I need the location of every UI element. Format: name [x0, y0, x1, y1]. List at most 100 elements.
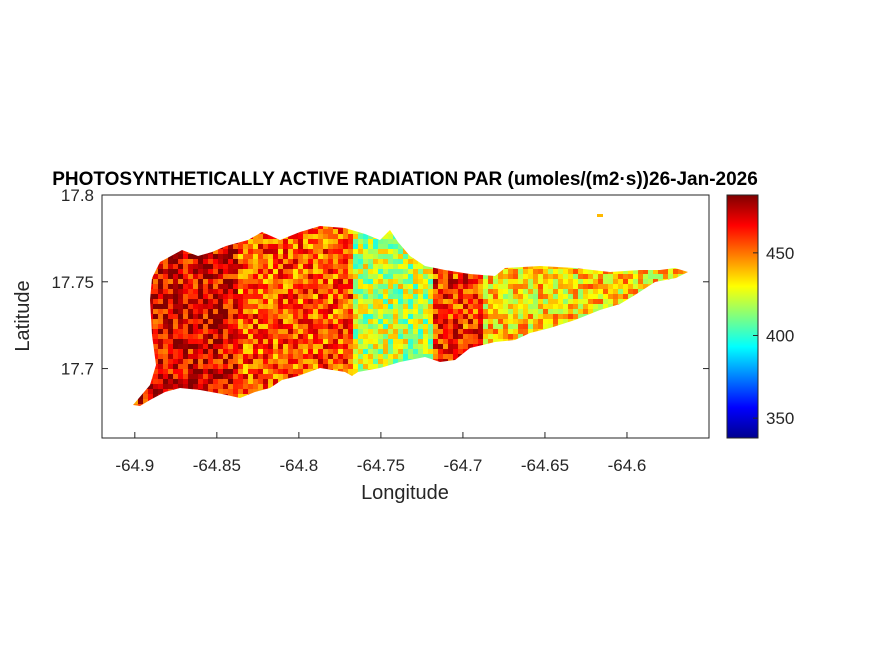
- heatmap-cell: [338, 309, 343, 314]
- heatmap-cell: [358, 239, 363, 244]
- heatmap-cell: [548, 274, 553, 279]
- heatmap-cell: [183, 294, 188, 299]
- heatmap-cell: [503, 309, 508, 314]
- heatmap-cell: [313, 359, 318, 364]
- heatmap-cell: [253, 234, 258, 239]
- heatmap-cell: [508, 269, 513, 274]
- heatmap-cell: [328, 254, 333, 259]
- heatmap-cell: [338, 354, 343, 359]
- heatmap-cell: [558, 319, 563, 324]
- heatmap-cell: [288, 269, 293, 274]
- heatmap-cell: [448, 269, 453, 274]
- heatmap-cell: [478, 289, 483, 294]
- heatmap-cell: [493, 334, 498, 339]
- heatmap-cell: [243, 264, 248, 269]
- heatmap-cell: [403, 274, 408, 279]
- heatmap-cell: [553, 269, 558, 274]
- heatmap-cell: [378, 254, 383, 259]
- heatmap-cell: [338, 234, 343, 239]
- heatmap-cell: [168, 344, 173, 349]
- heatmap-cell: [208, 304, 213, 309]
- heatmap-cell: [323, 364, 328, 369]
- heatmap-cell: [273, 379, 278, 384]
- heatmap-cell: [408, 259, 413, 264]
- heatmap-cell: [173, 329, 178, 334]
- heatmap-cell: [333, 359, 338, 364]
- heatmap-cell: [168, 354, 173, 359]
- heatmap-cell: [313, 269, 318, 274]
- heatmap-cell: [268, 304, 273, 309]
- heatmap-cell: [198, 254, 203, 259]
- heatmap-cell: [218, 369, 223, 374]
- heatmap-cell: [338, 249, 343, 254]
- heatmap-cell: [343, 314, 348, 319]
- heatmap-cell: [293, 334, 298, 339]
- heatmap-cell: [288, 374, 293, 379]
- heatmap-cell: [458, 304, 463, 309]
- heatmap-cell: [298, 264, 303, 269]
- heatmap-cell: [568, 279, 573, 284]
- heatmap-cell: [268, 364, 273, 369]
- heatmap-cell: [548, 309, 553, 314]
- heatmap-cell: [323, 354, 328, 359]
- heatmap-cell: [388, 309, 393, 314]
- heatmap-cell: [218, 254, 223, 259]
- heatmap-cell: [473, 299, 478, 304]
- heatmap-cell: [558, 269, 563, 274]
- heatmap-cell: [648, 274, 653, 279]
- heatmap-cell: [528, 309, 533, 314]
- heatmap-cell: [368, 259, 373, 264]
- heatmap-cell: [228, 384, 233, 389]
- heatmap-cell: [198, 334, 203, 339]
- heatmap-cell: [578, 314, 583, 319]
- heatmap-cell: [253, 374, 258, 379]
- heatmap-cell: [318, 364, 323, 369]
- heatmap-cell: [358, 329, 363, 334]
- heatmap-cell: [558, 289, 563, 294]
- heatmap-cell: [208, 324, 213, 329]
- heatmap-cell: [393, 269, 398, 274]
- heatmap-cell: [363, 329, 368, 334]
- heatmap-cell: [158, 304, 163, 309]
- heatmap-cell: [423, 289, 428, 294]
- heatmap-cell: [283, 239, 288, 244]
- heatmap-cell: [458, 279, 463, 284]
- heatmap-cell: [353, 319, 358, 324]
- heatmap-cell: [398, 299, 403, 304]
- heatmap-cell: [338, 334, 343, 339]
- heatmap-cell: [543, 309, 548, 314]
- heatmap-cell: [598, 284, 603, 289]
- heatmap-cell: [458, 329, 463, 334]
- heatmap-cell: [203, 324, 208, 329]
- heatmap-cell: [223, 339, 228, 344]
- heatmap-cell: [238, 379, 243, 384]
- heatmap-cell: [383, 314, 388, 319]
- heatmap-cell: [198, 314, 203, 319]
- heatmap-cell: [168, 334, 173, 339]
- heatmap-cell: [253, 359, 258, 364]
- heatmap-cell: [378, 249, 383, 254]
- heatmap-cell: [208, 254, 213, 259]
- heatmap-cell: [398, 294, 403, 299]
- heatmap-cell: [208, 374, 213, 379]
- heatmap-cell: [263, 304, 268, 309]
- heatmap-cell: [393, 304, 398, 309]
- heatmap-cell: [448, 354, 453, 359]
- heatmap-cell: [373, 349, 378, 354]
- heatmap-cell: [178, 264, 183, 269]
- heatmap-cell: [663, 274, 668, 279]
- heatmap-cell: [563, 319, 568, 324]
- heatmap-cell: [448, 299, 453, 304]
- heatmap-cell: [163, 339, 168, 344]
- heatmap-cell: [268, 324, 273, 329]
- heatmap-cell: [373, 304, 378, 309]
- heatmap-cell: [413, 349, 418, 354]
- heatmap-cell: [413, 324, 418, 329]
- heatmap-cell: [583, 294, 588, 299]
- heatmap-cell: [533, 279, 538, 284]
- heatmap-cell: [618, 269, 623, 274]
- heatmap-cell: [413, 259, 418, 264]
- heatmap-cell: [428, 279, 433, 284]
- heatmap-cell: [563, 274, 568, 279]
- heatmap-cell: [188, 334, 193, 339]
